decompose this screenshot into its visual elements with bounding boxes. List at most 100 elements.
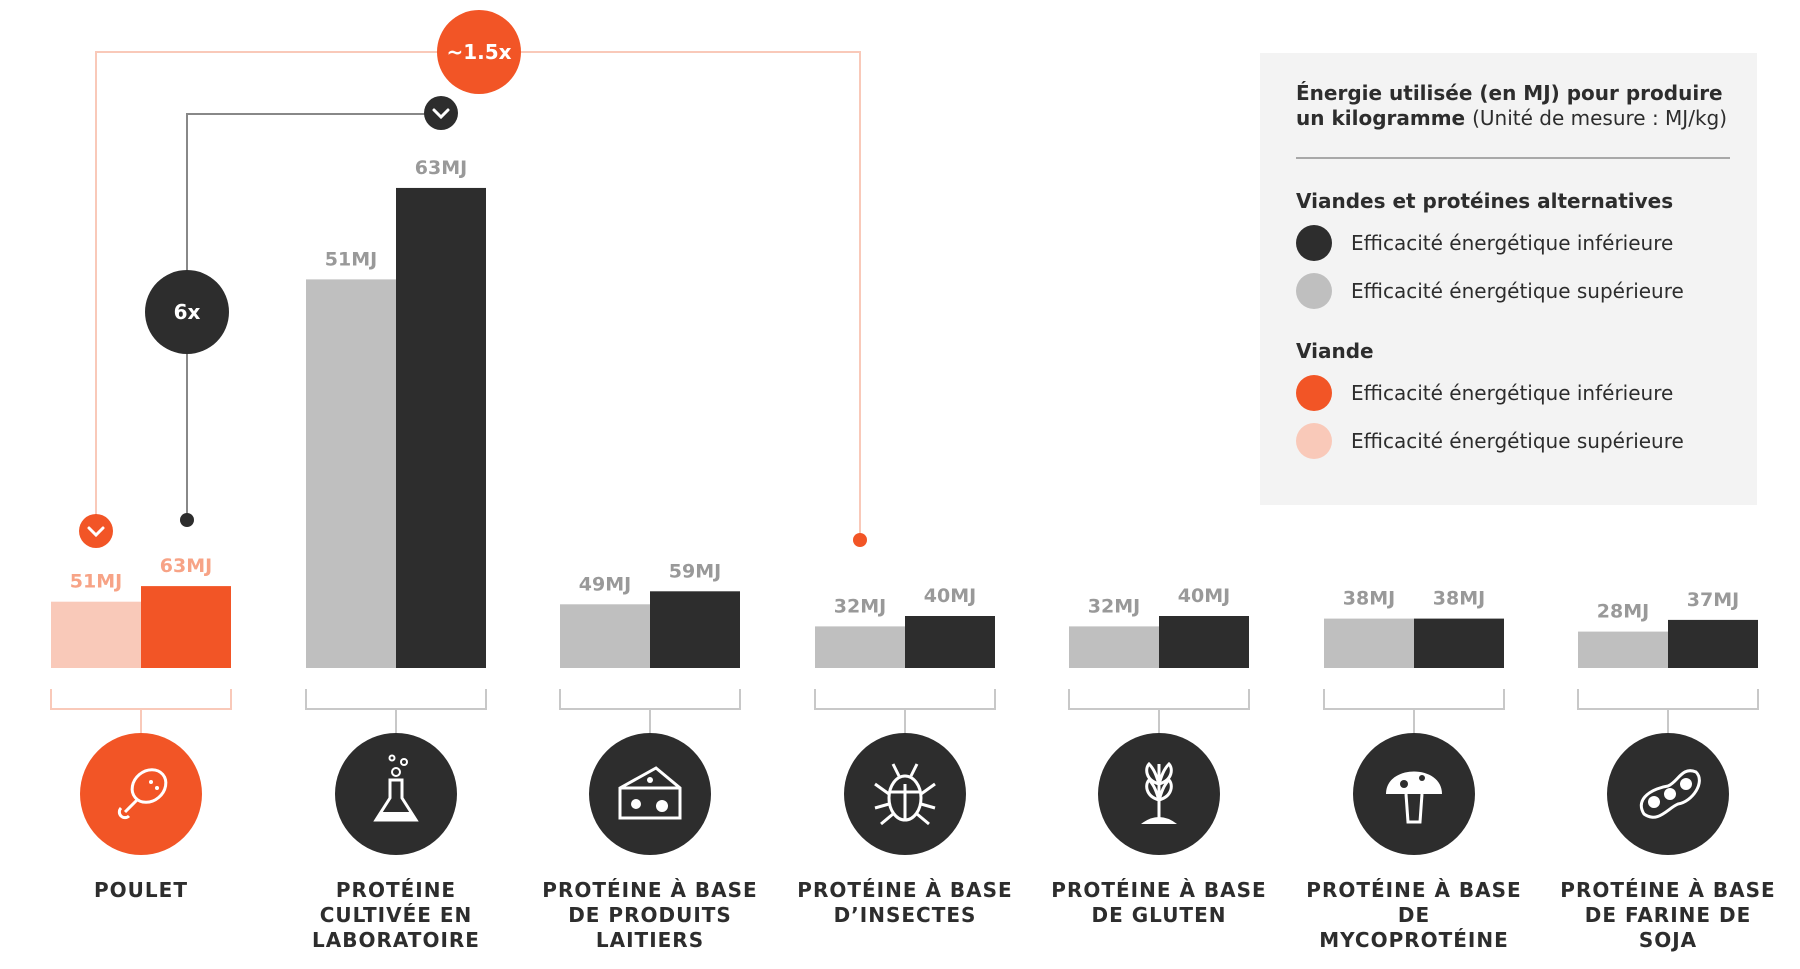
category-label: PROTÉINE À BASE DE FARINE DE SOJA [1543, 878, 1793, 953]
legend-section-meat: Viande [1296, 339, 1374, 363]
category-label-line: DE FARINE DE [1584, 903, 1752, 927]
bracket [1577, 689, 1759, 733]
connector-dot-orange [853, 533, 867, 547]
ratio-badge-orange [437, 10, 521, 94]
legend: Énergie utilisée (en MJ) pour produire u… [1260, 53, 1757, 505]
connector-line-dark [186, 113, 441, 520]
value-label: 40MJ [1178, 585, 1230, 607]
category-label: PROTÉINE À BASE D’INSECTES [780, 878, 1030, 928]
value-label: 28MJ [1597, 601, 1649, 623]
bar-group: 38MJ 38MJ [1323, 588, 1505, 855]
category-icon-circle [589, 733, 711, 855]
legend-label: Efficacité énergétique supérieure [1351, 279, 1684, 303]
category-label-line: POULET [94, 878, 188, 902]
legend-title-unit: (Unité de mesure : MJ/kg) [1472, 106, 1728, 130]
bracket [305, 689, 487, 733]
legend-dot-light-orange [1296, 423, 1332, 459]
legend-dot-dark [1296, 225, 1332, 261]
legend-divider [1296, 157, 1730, 159]
legend-item: Efficacité énergétique inférieure [1296, 225, 1757, 261]
legend-item: Efficacité énergétique supérieure [1296, 423, 1757, 459]
bracket [50, 689, 232, 733]
bar [1069, 626, 1159, 668]
connector-dot-dark [180, 513, 194, 527]
value-label: 32MJ [834, 595, 886, 617]
category-icon-circle [335, 733, 457, 855]
wheat-icon [1141, 761, 1177, 824]
category-label-line: D’INSECTES [833, 903, 977, 927]
legend-item: Efficacité énergétique supérieure [1296, 273, 1757, 309]
legend-item: Efficacité énergétique inférieure [1296, 375, 1757, 411]
bracket [1068, 689, 1250, 733]
value-label: 38MJ [1433, 588, 1485, 610]
bar [1414, 618, 1504, 668]
bar [815, 626, 905, 668]
bar [905, 616, 995, 668]
value-label: 40MJ [924, 585, 976, 607]
legend-dot-orange [1296, 375, 1332, 411]
value-label: 32MJ [1088, 595, 1140, 617]
category-label-line: MYCOPROTÉINE [1319, 928, 1509, 952]
category-label: PROTÉINE À BASE DE MYCOPROTÉINE [1289, 878, 1539, 953]
bar [396, 187, 486, 668]
category-label-line: PROTÉINE À BASE [1051, 878, 1267, 902]
value-label: 59MJ [669, 560, 721, 582]
category-label-line: PROTÉINE À BASE [1306, 878, 1522, 902]
category-label-line: DE [1397, 903, 1431, 927]
legend-label: Efficacité énergétique inférieure [1351, 231, 1674, 255]
category-label: POULET [16, 878, 266, 903]
value-label: 38MJ [1343, 588, 1395, 610]
bar [1668, 619, 1758, 668]
category-label: PROTÉINE À BASE DE GLUTEN [1034, 878, 1284, 928]
mushroom-icon [1386, 771, 1442, 824]
bar [560, 604, 650, 668]
category-label-line: DE PRODUITS [568, 903, 732, 927]
category-icon-circle [80, 733, 202, 855]
bar-group: 51MJ 63MJ [305, 157, 487, 855]
bar-group: 51MJ 63MJ [50, 555, 232, 855]
flask-icon [373, 754, 419, 822]
bar [1578, 631, 1668, 668]
bracket [559, 689, 741, 733]
value-label: 51MJ [325, 248, 377, 270]
bar-group: 32MJ 40MJ [1068, 585, 1250, 855]
chicken-leg-icon [117, 768, 168, 820]
legend-title: Énergie utilisée (en MJ) pour produire u… [1296, 81, 1736, 131]
bar [51, 601, 141, 668]
value-label: 51MJ [70, 571, 122, 593]
category-label-line: CULTIVÉE EN [319, 903, 473, 927]
chevron-down-icon [424, 96, 458, 130]
category-label-line: LAITIERS [595, 928, 705, 952]
ratio-label-orange: ~1.5x [446, 40, 511, 64]
category-label: PROTÉINE À BASE DE PRODUITS LAITIERS [525, 878, 775, 953]
beetle-icon [874, 763, 936, 826]
category-label: PROTÉINE CULTIVÉE EN LABORATOIRE [271, 878, 521, 953]
ratio-badge-dark [145, 270, 229, 354]
category-label-line: DE GLUTEN [1091, 903, 1227, 927]
legend-dot-gray [1296, 273, 1332, 309]
bar-group: 32MJ 40MJ [814, 585, 996, 855]
chevron-down-icon [432, 108, 450, 120]
bar [1159, 616, 1249, 668]
bar-group: 28MJ 37MJ [1577, 589, 1759, 855]
chevron-down-icon [79, 514, 113, 548]
chevron-down-icon [87, 526, 105, 538]
category-label-line: SOJA [1638, 928, 1698, 952]
bar [141, 586, 231, 668]
cheese-icon [618, 766, 682, 820]
value-label: 49MJ [579, 573, 631, 595]
category-label-line: PROTÉINE À BASE [1560, 878, 1776, 902]
ratio-label-dark: 6x [174, 300, 201, 324]
bar-group: 49MJ 59MJ [559, 560, 741, 855]
bracket [814, 689, 996, 733]
bar [306, 279, 396, 668]
bar [650, 591, 740, 668]
legend-label: Efficacité énergétique supérieure [1351, 429, 1684, 453]
bar [1324, 618, 1414, 668]
category-label-line: PROTÉINE [335, 878, 457, 902]
value-label: 37MJ [1687, 589, 1739, 611]
legend-section-alternatives: Viandes et protéines alternatives [1296, 189, 1674, 213]
bracket [1323, 689, 1505, 733]
value-label: 63MJ [415, 157, 467, 179]
